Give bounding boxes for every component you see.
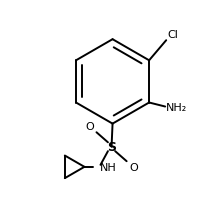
Text: NH₂: NH₂ bbox=[165, 102, 187, 112]
Text: NH: NH bbox=[99, 162, 116, 172]
Text: S: S bbox=[107, 141, 115, 153]
Text: O: O bbox=[128, 162, 137, 172]
Text: O: O bbox=[85, 122, 94, 132]
Text: Cl: Cl bbox=[166, 29, 177, 39]
